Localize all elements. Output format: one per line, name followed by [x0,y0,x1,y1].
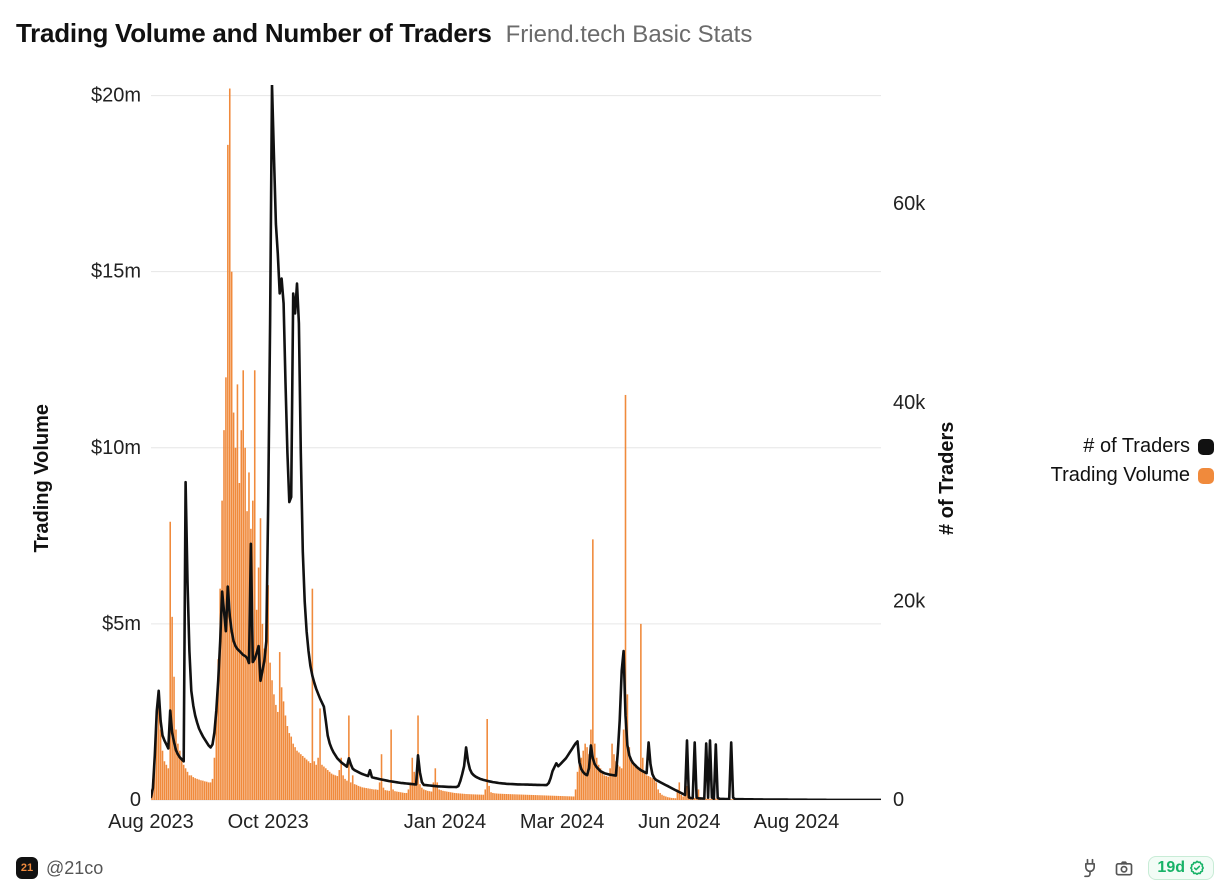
footer-right: 19d [1080,856,1214,880]
chart-area: 0 $5m $10m $15m $20m 0 20k 40k 60k Aug 2023 Oct 20… [16,55,1214,835]
legend-label: Trading Volume [1051,464,1190,487]
svg-text:$20m: $20m [91,85,141,107]
svg-text:# of Traders: # of Traders [936,422,958,535]
svg-text:Trading Volume: Trading Volume [31,404,53,553]
svg-text:$5m: $5m [102,613,141,635]
svg-text:60k: 60k [893,193,926,215]
legend-swatch-traders [1198,439,1214,455]
age-badge[interactable]: 19d [1148,856,1214,880]
svg-text:40k: 40k [893,392,926,414]
legend-swatch-volume [1198,468,1214,484]
author-avatar[interactable]: 21 [16,857,38,879]
age-label: 19d [1157,859,1185,877]
author-handle[interactable]: @21co [46,858,103,879]
svg-text:$15m: $15m [91,261,141,283]
chart-svg: 0 $5m $10m $15m $20m 0 20k 40k 60k Aug 2023 Oct 20… [16,55,1214,835]
figure-root: Trading Volume and Number of Traders Fri… [0,0,1230,888]
chart-header: Trading Volume and Number of Traders Fri… [16,18,1214,49]
svg-text:Jun 2024: Jun 2024 [638,811,720,833]
camera-icon[interactable] [1114,858,1134,878]
footer-left: 21 @21co [16,857,103,879]
svg-text:0: 0 [130,789,141,811]
chart-title: Trading Volume and Number of Traders [16,18,492,49]
legend-item-volume[interactable]: Trading Volume [1051,464,1214,487]
check-badge-icon [1189,860,1205,876]
svg-text:Aug 2024: Aug 2024 [754,811,840,833]
svg-text:$10m: $10m [91,437,141,459]
svg-text:Jan 2024: Jan 2024 [404,811,486,833]
svg-text:Oct 2023: Oct 2023 [228,811,309,833]
chart-subtitle: Friend.tech Basic Stats [506,21,753,49]
legend-item-traders[interactable]: # of Traders [1051,435,1214,458]
legend-label: # of Traders [1083,435,1190,458]
svg-text:20k: 20k [893,590,926,612]
svg-text:Aug 2023: Aug 2023 [108,811,194,833]
svg-text:0: 0 [893,789,904,811]
legend: # of Traders Trading Volume [1051,435,1214,493]
plug-icon[interactable] [1080,858,1100,878]
svg-text:Mar 2024: Mar 2024 [520,811,605,833]
footer: 21 @21co 19d [16,856,1214,880]
